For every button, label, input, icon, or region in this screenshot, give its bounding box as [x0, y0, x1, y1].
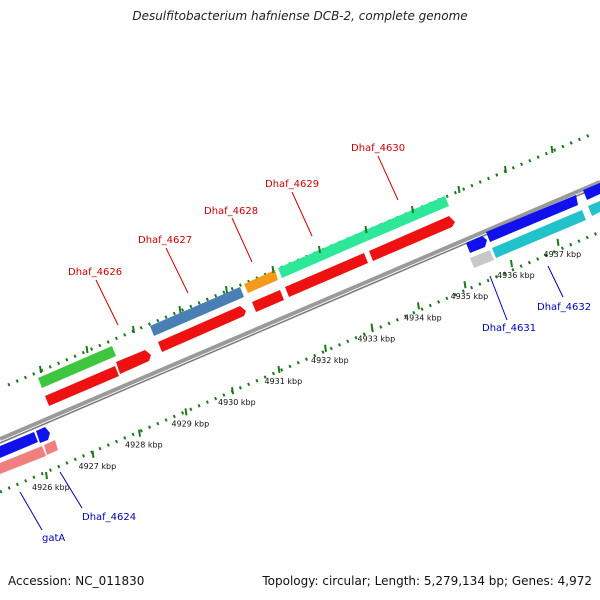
gene-label-dhaf-4628[interactable]: Dhaf_4628 — [204, 206, 258, 217]
gene-label-dhaf-4630[interactable]: Dhaf_4630 — [351, 143, 405, 154]
gene-shape-pink-2[interactable] — [44, 440, 58, 455]
gene-shapes — [0, 183, 600, 474]
upper-tick-mark — [364, 225, 368, 234]
upper-tick-mark — [550, 145, 554, 154]
gene-shape-red-2[interactable] — [116, 350, 151, 374]
gene-shape-pink-1[interactable] — [0, 446, 46, 474]
scale-tick-mark — [231, 387, 234, 395]
gene-label-dhaf-4632[interactable]: Dhaf_4632 — [537, 302, 591, 313]
map-title: Desulfitobacterium hafniense DCB-2, comp… — [132, 9, 468, 23]
gene-label-dhaf-4631[interactable]: Dhaf_4631 — [482, 323, 536, 334]
scale-tick-label: 4927 kbp — [79, 462, 117, 471]
upper-tick-mark — [225, 285, 228, 294]
gene-shape-steelblue[interactable] — [150, 287, 244, 336]
leader-dhaf-4628 — [231, 217, 253, 263]
leader-dhaf-4626 — [95, 279, 119, 326]
gene-shape-blue-small[interactable] — [466, 236, 487, 253]
scale-tick-mark — [91, 450, 95, 458]
gene-shape-mint-2[interactable] — [363, 196, 449, 241]
scale-tick-label: 4936 kbp — [497, 271, 535, 280]
leader-gata — [19, 491, 43, 531]
gene-shape-red-3[interactable] — [158, 306, 246, 352]
leader-dhaf-4631 — [489, 275, 508, 321]
gene-shape-green[interactable] — [38, 346, 116, 388]
gene-labels: Dhaf_4626 Dhaf_4627 Dhaf_4628 Dhaf_4629 … — [42, 143, 591, 544]
scale-tick-label: 4928 kbp — [125, 441, 163, 450]
leader-dhaf-4629 — [291, 191, 313, 237]
scale-tick-mark — [510, 259, 513, 268]
gene-shape-blue-left[interactable] — [0, 432, 38, 458]
gene-label-dhaf-4627[interactable]: Dhaf_4627 — [138, 235, 192, 246]
leader-dhaf-4624 — [59, 471, 83, 509]
gene-leader-lines — [19, 155, 564, 531]
upper-tick-mark — [271, 265, 275, 274]
gene-label-dhaf-4626[interactable]: Dhaf_4626 — [68, 267, 122, 278]
gene-shape-blue-long[interactable] — [486, 195, 578, 242]
upper-tick-mark — [85, 345, 89, 354]
genome-summary-text: Topology: circular; Length: 5,279,134 bp… — [262, 574, 592, 588]
scale-tick-mark — [277, 365, 281, 374]
scale-tick-labels: 4926 kbp 4927 kbp 4928 kbp 4929 kbp 4930 kbp… — [32, 250, 581, 492]
upper-tick-mark — [504, 165, 507, 174]
gene-shape-red-5[interactable] — [285, 253, 368, 297]
gene-shape-cyan-edge[interactable] — [588, 201, 600, 216]
leader-dhaf-4630 — [377, 155, 399, 201]
leader-dhaf-4632 — [547, 265, 564, 298]
scale-tick-mark — [417, 302, 420, 310]
gene-shape-mint-1[interactable] — [278, 231, 367, 278]
gene-shape-red-1[interactable] — [45, 366, 119, 406]
scale-tick-mark — [370, 323, 374, 331]
scale-tick-label: 4935 kbp — [451, 292, 489, 301]
scale-tick-label: 4932 kbp — [311, 356, 349, 365]
gene-label-dhaf-4624[interactable]: Dhaf_4624 — [82, 512, 136, 523]
upper-tick-mark — [318, 245, 321, 254]
scale-tick-marks — [39, 145, 560, 480]
scale-tick-label: 4937 kbp — [544, 250, 582, 259]
scale-tick-label: 4931 kbp — [265, 377, 303, 386]
scale-tick-mark — [556, 238, 560, 246]
scale-tick-mark — [138, 429, 141, 437]
accession-text: Accession: NC_011830 — [8, 574, 145, 588]
scale-tick-label: 4934 kbp — [404, 313, 442, 322]
gene-shape-blue-left-small[interactable] — [36, 427, 50, 443]
upper-tick-mark — [457, 185, 461, 194]
scale-tick-label: 4930 kbp — [218, 398, 256, 407]
upper-tick-mark — [411, 205, 414, 214]
gene-shape-blue-edge[interactable] — [583, 183, 600, 200]
scale-tick-mark — [463, 281, 467, 289]
gene-shape-red-4[interactable] — [252, 290, 284, 312]
leader-dhaf-4627 — [165, 247, 189, 294]
scale-tick-mark — [45, 471, 48, 480]
gene-label-gata[interactable]: gatA — [42, 533, 65, 544]
bottom-dotted-guide — [0, 230, 600, 494]
gene-shape-cyan[interactable] — [492, 210, 586, 258]
gene-shape-gray[interactable] — [470, 250, 494, 268]
scale-tick-mark — [324, 344, 327, 352]
upper-tick-mark — [178, 305, 182, 314]
upper-tick-mark — [39, 365, 42, 374]
upper-tick-mark — [132, 325, 135, 334]
backbone-upper — [0, 180, 600, 441]
gene-shape-orange[interactable] — [244, 270, 278, 293]
gene-shape-red-6[interactable] — [369, 216, 455, 261]
scale-tick-label: 4933 kbp — [358, 335, 396, 344]
scale-tick-label: 4929 kbp — [172, 419, 210, 428]
scale-tick-mark — [184, 408, 188, 416]
scale-tick-label: 4926 kbp — [32, 483, 70, 492]
gene-label-dhaf-4629[interactable]: Dhaf_4629 — [265, 179, 319, 190]
